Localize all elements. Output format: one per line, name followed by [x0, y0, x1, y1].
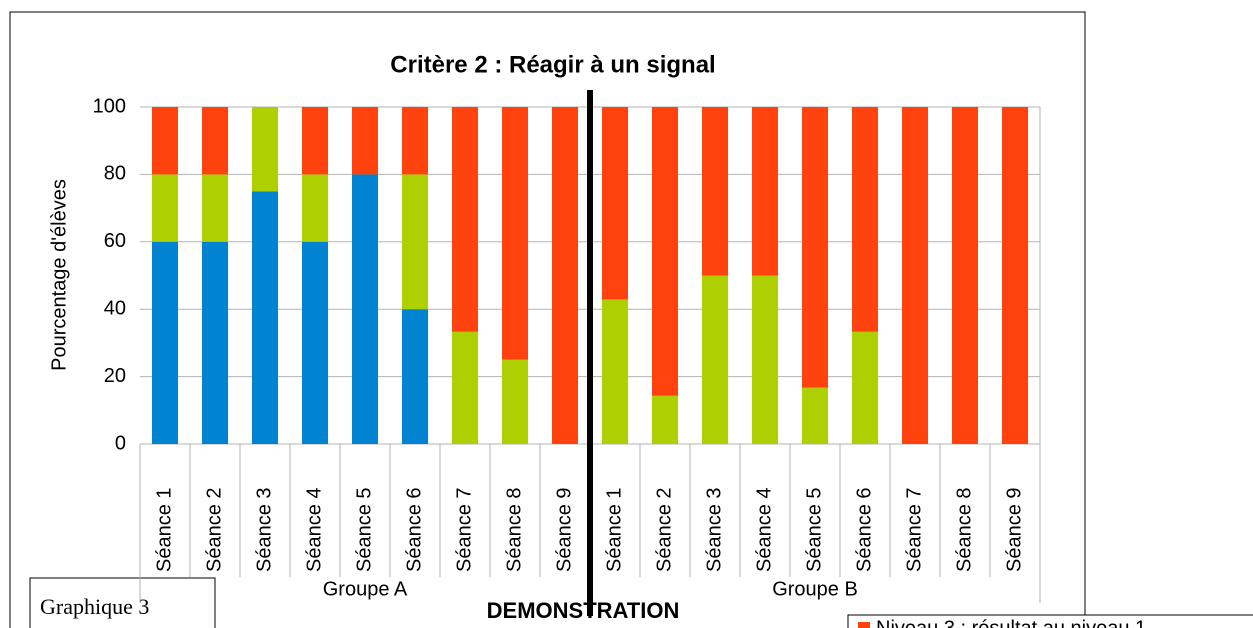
x-tick-label: Séance 7: [903, 487, 925, 572]
x-tick-label: Séance 2: [653, 487, 675, 572]
bar-segment: [702, 275, 728, 444]
bar-segment: [852, 331, 878, 444]
legend-label: Niveau 3 : résultat au niveau 1: [876, 617, 1146, 628]
bar-segment: [502, 107, 528, 360]
bar-segment: [152, 241, 178, 444]
x-tick-label: Séance 6: [403, 487, 425, 572]
caption: Graphique 3: [40, 594, 149, 619]
chart-frame: [9, 11, 1086, 628]
y-tick-label: 20: [104, 365, 126, 387]
x-tick-label: Séance 7: [453, 487, 475, 572]
x-tick-label: Séance 3: [703, 487, 725, 572]
group-label: Groupe A: [323, 578, 408, 600]
bar-segment: [402, 174, 428, 310]
group-label: Groupe B: [772, 578, 858, 600]
bar-segment: [352, 174, 378, 444]
x-tick-label: Séance 9: [1003, 487, 1025, 572]
bar-segment: [1002, 107, 1028, 444]
bar-segment: [502, 359, 528, 444]
x-tick-label: Séance 4: [753, 487, 775, 572]
bar-segment: [902, 107, 928, 444]
bar-segment: [152, 107, 178, 175]
legend-swatch: [858, 622, 870, 628]
bar-segment: [302, 107, 328, 175]
y-tick-label: 100: [93, 95, 126, 117]
x-tick-label: Séance 1: [603, 487, 625, 572]
bar-segment: [802, 107, 828, 388]
x-tick-label: Séance 5: [803, 487, 825, 572]
x-tick-label: Séance 5: [353, 487, 375, 572]
y-tick-label: 40: [104, 297, 126, 319]
x-tick-label: Séance 6: [853, 487, 875, 572]
bar-segment: [752, 275, 778, 444]
y-tick-label: 0: [115, 432, 126, 454]
bar-segment: [152, 174, 178, 242]
bar-segment: [202, 174, 228, 242]
x-tick-label: Séance 2: [203, 487, 225, 572]
bar-segment: [752, 107, 778, 276]
bar-segment: [202, 107, 228, 175]
bar-segment: [402, 309, 428, 444]
x-tick-label: Séance 4: [303, 487, 325, 572]
bar-segment: [402, 107, 428, 175]
annotation: DEMONSTRATION: [487, 598, 680, 623]
bar-segment: [602, 107, 628, 300]
bar-segment: [252, 191, 278, 444]
bar-segment: [952, 107, 978, 444]
bar-segment: [302, 174, 328, 242]
bar-segment: [652, 395, 678, 444]
bar-segment: [702, 107, 728, 276]
x-tick-label: Séance 1: [153, 487, 175, 572]
bar-segment: [252, 107, 278, 192]
x-tick-label: Séance 9: [553, 487, 575, 572]
y-tick-label: 80: [104, 163, 126, 185]
x-tick-label: Séance 3: [253, 487, 275, 572]
y-axis-label: Pourcentage d'élèves: [48, 179, 70, 371]
legend-box: [847, 614, 1253, 628]
x-tick-label: Séance 8: [953, 487, 975, 572]
y-tick-label: 60: [104, 230, 126, 252]
bar-segment: [202, 241, 228, 444]
bar-segment: [452, 107, 478, 332]
bar-segment: [802, 387, 828, 444]
x-tick-label: Séance 8: [503, 487, 525, 572]
bar-segment: [852, 107, 878, 332]
bar-segment: [552, 107, 578, 444]
bar-segment: [652, 107, 678, 396]
chart-title: Critère 2 : Réagir à un signal: [390, 51, 715, 78]
caption-box: [29, 577, 216, 628]
bar-segment: [352, 107, 378, 175]
bar-segment: [452, 331, 478, 444]
bar-segment: [602, 299, 628, 444]
bar-segment: [302, 241, 328, 444]
